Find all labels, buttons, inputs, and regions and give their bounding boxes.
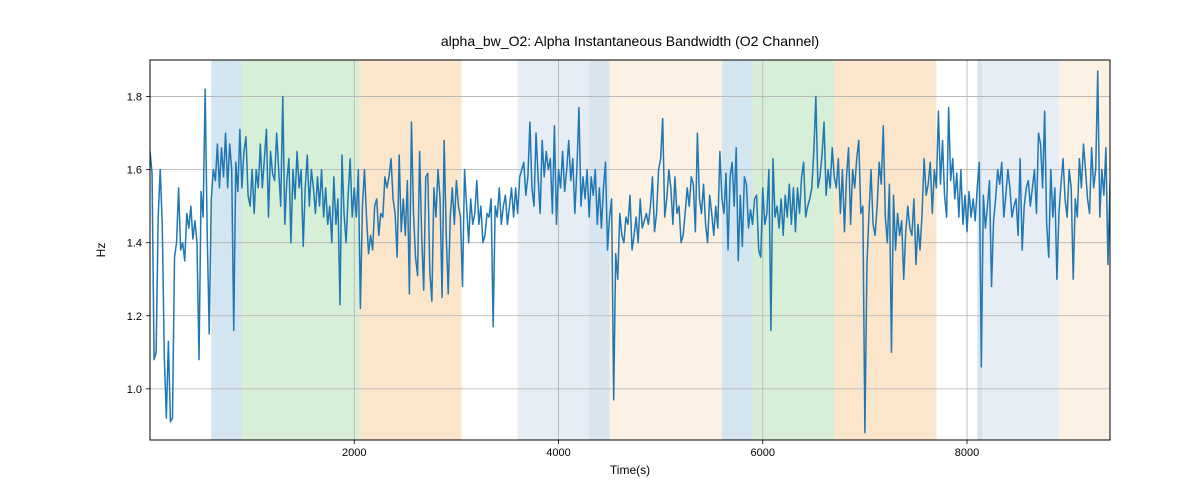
region: [834, 60, 936, 440]
chart-container: 2000 4000 6000 8000 1.0 1.2 1.4 1.6 1.8 Time(s) Hz…: [0, 0, 1200, 500]
region: [242, 60, 359, 440]
y-tick-label: 1.0: [127, 384, 142, 396]
region: [1059, 60, 1110, 440]
region: [982, 60, 1059, 440]
y-tick-label: 1.6: [127, 165, 142, 177]
y-tick-label: 1.8: [127, 92, 142, 104]
x-tick-label: 6000: [751, 447, 775, 459]
y-tick-label: 1.4: [127, 238, 142, 250]
x-tick-label: 8000: [955, 447, 979, 459]
x-tick-label: 2000: [342, 447, 366, 459]
y-tick-label: 1.2: [127, 311, 142, 323]
x-axis-label: Time(s): [610, 463, 650, 477]
region: [589, 60, 609, 440]
line-chart: 2000 4000 6000 8000 1.0 1.2 1.4 1.6 1.8 Time(s) Hz…: [0, 0, 1200, 500]
region: [753, 60, 835, 440]
x-tick-label: 4000: [546, 447, 570, 459]
region: [610, 60, 722, 440]
region: [211, 60, 242, 440]
y-axis-label: Hz: [94, 243, 108, 258]
chart-title: alpha_bw_O2: Alpha Instantaneous Bandwid…: [441, 33, 819, 49]
region: [722, 60, 753, 440]
